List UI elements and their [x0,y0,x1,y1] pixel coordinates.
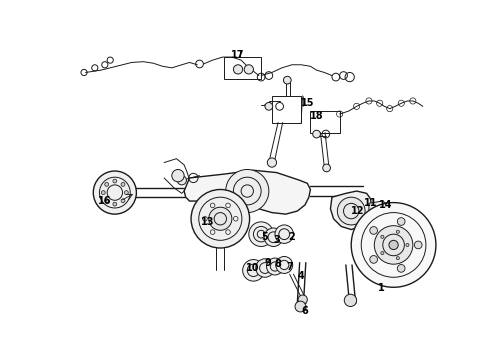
Circle shape [105,199,109,203]
Circle shape [396,257,399,260]
Circle shape [243,260,264,281]
Circle shape [370,256,377,263]
Circle shape [323,164,330,172]
Circle shape [101,191,105,194]
Circle shape [249,222,273,247]
Circle shape [283,76,291,84]
Text: 7: 7 [286,261,293,271]
Circle shape [267,258,284,275]
Circle shape [374,226,413,264]
Circle shape [233,65,243,74]
Bar [224,57,261,78]
Circle shape [275,225,294,243]
Text: 14: 14 [379,200,392,210]
Circle shape [389,240,398,249]
Circle shape [121,199,125,203]
Text: 2: 2 [288,232,294,242]
Text: 16: 16 [98,196,112,206]
Circle shape [295,301,306,312]
Circle shape [191,189,249,248]
Circle shape [113,202,117,206]
Bar [272,95,301,122]
Circle shape [264,228,283,247]
Text: 17: 17 [231,50,245,60]
Text: 6: 6 [301,306,308,316]
Circle shape [381,252,384,255]
Circle shape [172,170,184,182]
Text: 12: 12 [351,206,364,216]
Text: 11: 11 [364,198,377,208]
Bar [311,111,340,132]
Circle shape [415,241,422,249]
Circle shape [105,183,109,186]
Circle shape [396,230,399,233]
Circle shape [121,183,125,186]
Circle shape [177,176,187,185]
Polygon shape [369,201,392,228]
Circle shape [370,226,377,234]
Circle shape [337,197,365,225]
Circle shape [113,179,117,183]
Circle shape [265,103,273,110]
Circle shape [298,295,307,304]
Circle shape [276,256,293,274]
Circle shape [406,243,409,247]
Text: 3: 3 [273,235,280,244]
Text: 15: 15 [300,98,314,108]
Text: 9: 9 [265,258,271,267]
Circle shape [397,265,405,272]
Circle shape [244,65,253,74]
Circle shape [93,171,136,214]
Text: 8: 8 [274,259,282,269]
Text: 1: 1 [378,283,385,293]
Text: 18: 18 [310,111,323,121]
Circle shape [313,130,320,138]
Circle shape [351,203,436,287]
Circle shape [268,158,276,167]
Text: 13: 13 [200,217,214,227]
Text: 10: 10 [246,263,259,273]
Circle shape [226,170,269,213]
Circle shape [381,235,384,238]
Polygon shape [330,191,372,230]
Circle shape [397,218,405,225]
Text: 5: 5 [261,232,268,242]
Text: 4: 4 [298,271,305,281]
Circle shape [209,207,232,230]
Polygon shape [184,170,311,214]
Circle shape [256,259,274,277]
Circle shape [344,294,357,306]
Circle shape [124,191,128,194]
